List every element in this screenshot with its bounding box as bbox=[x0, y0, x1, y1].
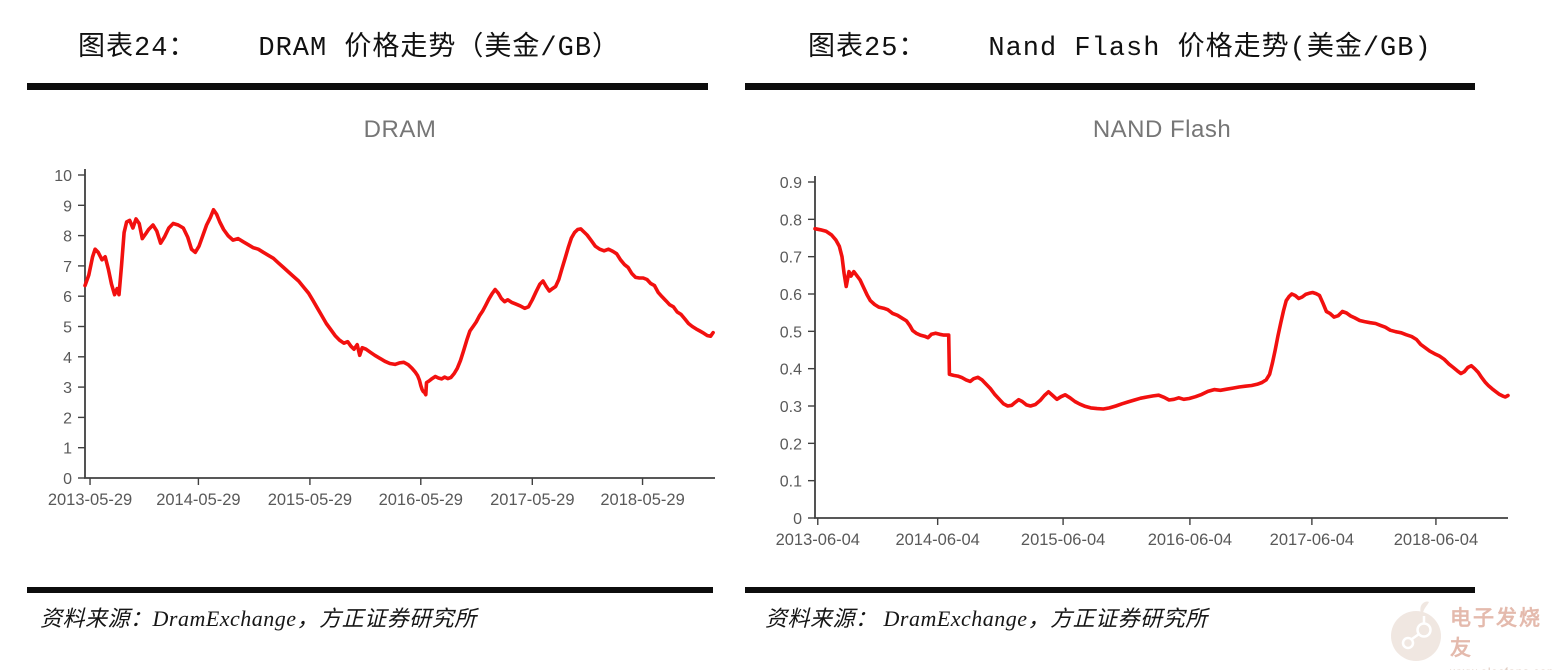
svg-text:2014-05-29: 2014-05-29 bbox=[156, 491, 240, 509]
svg-text:0.6: 0.6 bbox=[780, 287, 802, 304]
figure24-bottom-rule bbox=[27, 587, 713, 593]
svg-text:6: 6 bbox=[63, 289, 72, 306]
svg-text:2015-06-04: 2015-06-04 bbox=[1021, 531, 1105, 549]
svg-text:10: 10 bbox=[54, 168, 72, 185]
svg-text:2013-05-29: 2013-05-29 bbox=[48, 491, 132, 509]
figure24-top-rule bbox=[27, 83, 708, 90]
dram-chart-title: DRAM bbox=[363, 116, 437, 143]
svg-text:2018-05-29: 2018-05-29 bbox=[600, 491, 684, 509]
elecfans-watermark-text: 电子发烧友 www.elecfans.com bbox=[1450, 602, 1552, 670]
svg-text:0.1: 0.1 bbox=[780, 474, 802, 491]
svg-text:2013-06-04: 2013-06-04 bbox=[776, 531, 860, 549]
figure24-title: DRAM 价格走势（美金/GB） bbox=[258, 34, 621, 64]
svg-text:5: 5 bbox=[63, 320, 72, 337]
figure25-label: 图表25： bbox=[808, 34, 927, 64]
elecfans-url: www.elecfans.com bbox=[1450, 665, 1552, 670]
svg-text:2014-06-04: 2014-06-04 bbox=[895, 531, 979, 549]
svg-text:0: 0 bbox=[63, 471, 72, 488]
svg-text:0.3: 0.3 bbox=[780, 399, 802, 416]
elecfans-logo-icon bbox=[1391, 601, 1441, 661]
figure24-header: 图表24： DRAM 价格走势（美金/GB） bbox=[78, 24, 620, 64]
svg-text:0.9: 0.9 bbox=[780, 175, 802, 192]
svg-text:0.5: 0.5 bbox=[780, 324, 802, 341]
svg-text:3: 3 bbox=[63, 380, 72, 397]
svg-text:0.7: 0.7 bbox=[780, 250, 802, 267]
svg-text:2017-05-29: 2017-05-29 bbox=[490, 491, 574, 509]
figure25-source: 资料来源： DramExchange，方正证券研究所 bbox=[765, 606, 1208, 631]
svg-text:0.8: 0.8 bbox=[780, 212, 802, 229]
elecfans-brand: 电子发烧友 bbox=[1450, 607, 1542, 660]
svg-text:8: 8 bbox=[63, 229, 72, 246]
figure25-title: Nand Flash 价格走势(美金/GB) bbox=[988, 34, 1432, 64]
svg-text:0: 0 bbox=[793, 511, 802, 528]
svg-text:9: 9 bbox=[63, 198, 72, 215]
svg-text:2: 2 bbox=[63, 410, 72, 427]
figure25-bottom-rule bbox=[745, 587, 1475, 593]
svg-text:2016-05-29: 2016-05-29 bbox=[379, 491, 463, 509]
svg-text:2016-06-04: 2016-06-04 bbox=[1148, 531, 1232, 549]
figure24-label: 图表24： bbox=[78, 34, 197, 64]
nand-chart-title: NAND Flash bbox=[1092, 116, 1232, 143]
svg-text:0.4: 0.4 bbox=[780, 362, 802, 379]
svg-text:2017-06-04: 2017-06-04 bbox=[1270, 531, 1354, 549]
nand-line-chart: 0 0.1 0.2 0.3 0.4 0.5 0.6 0.7 0.8 0.9 2013-06-04 20… bbox=[776, 175, 1510, 549]
svg-text:4: 4 bbox=[63, 350, 72, 367]
svg-text:0.2: 0.2 bbox=[780, 436, 802, 453]
svg-text:2015-05-29: 2015-05-29 bbox=[268, 491, 352, 509]
figure25-top-rule bbox=[745, 83, 1475, 90]
dram-line-chart: 0 1 2 3 4 5 6 7 8 9 10 2013-05-29 2014-05-29 2015-05-… bbox=[48, 168, 715, 509]
svg-text:1: 1 bbox=[63, 441, 72, 458]
elecfans-watermark: 电子发烧友 www.elecfans.com bbox=[1388, 596, 1552, 670]
svg-text:2018-06-04: 2018-06-04 bbox=[1394, 531, 1478, 549]
svg-text:7: 7 bbox=[63, 259, 72, 276]
figure25-header: 图表25： Nand Flash 价格走势(美金/GB) bbox=[808, 24, 1432, 64]
figure24-source: 资料来源：DramExchange，方正证券研究所 bbox=[40, 606, 477, 631]
